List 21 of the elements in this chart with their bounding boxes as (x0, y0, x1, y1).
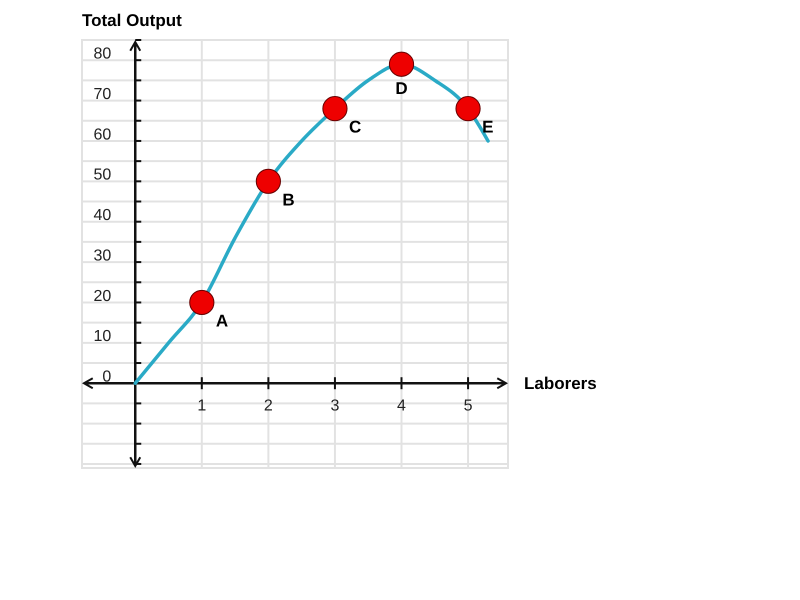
y-tick-label: 80 (93, 46, 112, 63)
x-tick-label: 4 (397, 398, 406, 415)
x-axis-title: Laborers (524, 374, 597, 394)
x-tick-label: 3 (330, 398, 340, 415)
y-tick-label: 0 (102, 368, 112, 386)
x-tick-label: 1 (197, 398, 206, 415)
y-tick-label: 50 (93, 166, 112, 184)
y-tick-label: 40 (93, 207, 112, 224)
y-tick-label: 60 (93, 126, 112, 144)
annotation: E (482, 118, 494, 137)
annotation: B (282, 190, 295, 210)
annotation: D (395, 79, 408, 98)
annotation: C (348, 118, 362, 137)
y-tick-label: 20 (93, 288, 112, 305)
x-tick-label: 5 (464, 398, 473, 415)
y-tick-label: 10 (93, 328, 112, 346)
annotation: A (216, 311, 228, 330)
y-axis-title: Total Output (82, 11, 182, 30)
y-tick-label: 30 (93, 247, 112, 264)
y-tick-label: 70 (93, 86, 112, 103)
x-tick-label: 2 (264, 398, 273, 415)
